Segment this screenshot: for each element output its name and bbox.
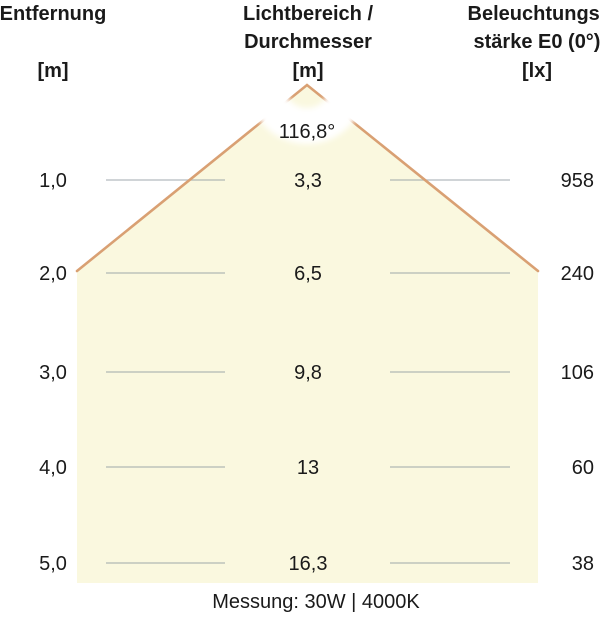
cone-edge-lines	[75, 83, 540, 273]
row5-distance: 5,0	[39, 553, 67, 575]
row2-illuminance: 240	[561, 263, 594, 285]
row-gridlines	[106, 179, 510, 564]
row1-diameter: 3,3	[294, 170, 322, 192]
row2-distance: 2,0	[39, 263, 67, 285]
beam-angle-arc-mask	[248, 26, 366, 144]
row1-distance: 1,0	[39, 170, 67, 192]
row4-diameter: 13	[297, 457, 319, 479]
row3-diameter: 9,8	[294, 362, 322, 384]
row1-illuminance: 958	[561, 170, 594, 192]
measurement-note: Messung: 30W | 4000K	[212, 591, 420, 613]
header-diameter-unit: [m]	[292, 60, 323, 82]
row5-illuminance: 38	[572, 553, 594, 575]
cone-fill-shape	[77, 85, 538, 583]
header-illuminance-line2: stärke E0 (0°)	[474, 31, 600, 53]
row5-diameter: 16,3	[289, 553, 328, 575]
row4-illuminance: 60	[572, 457, 594, 479]
header-distance: Entfernung	[0, 3, 106, 25]
row3-distance: 3,0	[39, 362, 67, 384]
row3-illuminance: 106	[561, 362, 594, 384]
header-illuminance-unit: [lx]	[522, 60, 552, 82]
beam-angle-label: 116,8°	[279, 121, 336, 143]
header-distance-unit: [m]	[37, 60, 68, 82]
header-illuminance-line1: Beleuchtungs-	[468, 3, 600, 25]
row2-diameter: 6,5	[294, 263, 322, 285]
header-diameter-line2: Durchmesser	[244, 31, 372, 53]
header-diameter-line1: Lichtbereich /	[243, 3, 373, 25]
row4-distance: 4,0	[39, 457, 67, 479]
